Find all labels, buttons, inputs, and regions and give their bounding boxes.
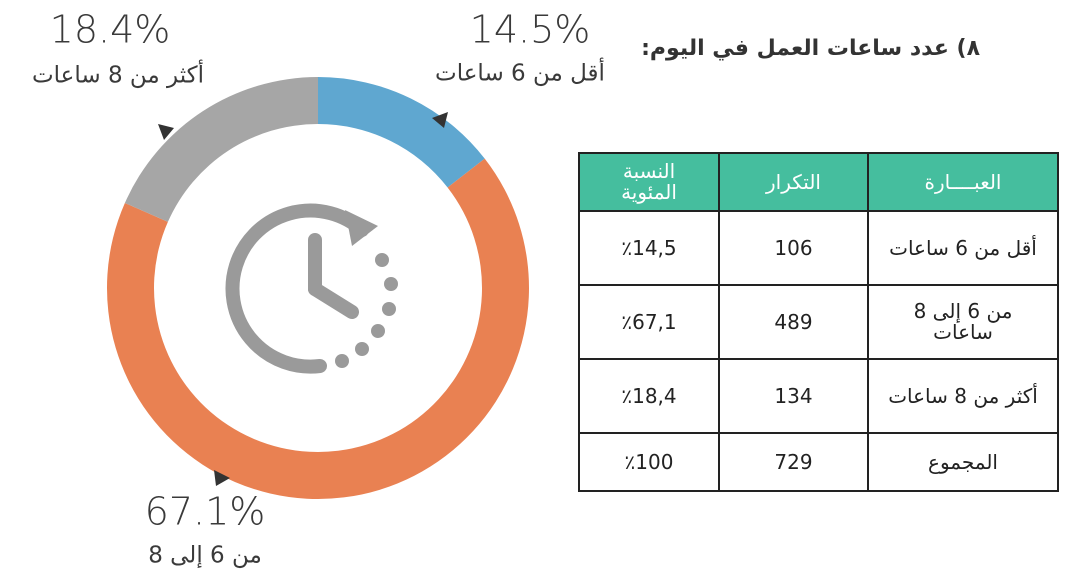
value-label: 67.1% — [145, 490, 266, 534]
cell: 134 — [718, 358, 869, 434]
cell: ٪18,4 — [578, 358, 720, 434]
header-cell: العبــــارة — [867, 152, 1059, 212]
table: العبــــارة التكرار النسبة المئوية أقل م… — [578, 152, 1059, 492]
header-row: العبــــارة التكرار النسبة المئوية — [578, 152, 1059, 212]
clock-dots — [335, 253, 398, 368]
pointer — [432, 112, 448, 128]
row: أقل من 6 ساعات 106 ٪14,5 — [578, 210, 1059, 286]
row: المجموع 729 ٪100 — [578, 432, 1059, 492]
donut-segment — [124, 77, 318, 222]
cell: ٪67,1 — [578, 284, 720, 360]
cell: 729 — [718, 432, 869, 492]
cell: 489 — [718, 284, 869, 360]
cell: ٪100 — [578, 432, 720, 492]
category-label: من 6 إلى 8 — [148, 543, 262, 569]
clock-icon — [225, 203, 369, 374]
donut-segment — [318, 77, 485, 188]
header-cell: النسبة المئوية — [578, 152, 720, 212]
clock-arrow — [345, 210, 378, 246]
cell: ٪14,5 — [578, 210, 720, 286]
cell: أكثر من 8 ساعات — [867, 358, 1059, 434]
donut-segment — [106, 158, 529, 499]
cell: من 6 إلى 8 ساعات — [867, 284, 1059, 360]
row: أكثر من 8 ساعات 134 ٪18,4 — [578, 358, 1059, 434]
pointer — [158, 124, 174, 140]
category-label: أقل من 6 ساعات — [435, 58, 605, 87]
row: من 6 إلى 8 ساعات 489 ٪67,1 — [578, 284, 1059, 360]
pointer — [214, 470, 230, 486]
header-cell: التكرار — [718, 152, 869, 212]
value-label: 18.4% — [50, 8, 171, 52]
cell: أقل من 6 ساعات — [867, 210, 1059, 286]
category-label: أكثر من 8 ساعات — [32, 60, 204, 89]
value-label: 14.5% — [470, 8, 591, 52]
cell: 106 — [718, 210, 869, 286]
cell: المجموع — [867, 432, 1059, 492]
heading: ٨) عدد ساعات العمل في اليوم: — [641, 36, 980, 61]
